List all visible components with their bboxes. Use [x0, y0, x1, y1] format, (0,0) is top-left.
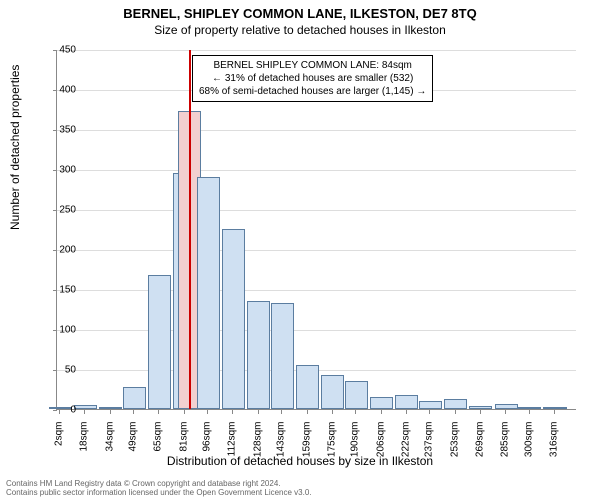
y-tick-label: 250: [46, 205, 76, 216]
x-tick-mark: [381, 410, 382, 414]
gridline: [57, 290, 576, 291]
histogram-bar: [419, 401, 442, 409]
histogram-bar: [247, 301, 270, 409]
x-tick-mark: [529, 410, 530, 414]
y-axis-label: Number of detached properties: [8, 65, 22, 230]
gridline: [57, 250, 576, 251]
attribution-text: Contains HM Land Registry data © Crown c…: [6, 479, 312, 498]
x-tick-mark: [455, 410, 456, 414]
histogram-bar: [495, 404, 518, 409]
chart-plot-area: [56, 50, 576, 410]
x-tick-mark: [307, 410, 308, 414]
histogram-bar: [74, 405, 97, 409]
y-tick-label: 0: [46, 405, 76, 416]
histogram-bar: [444, 399, 467, 409]
attribution-line-1: Contains HM Land Registry data © Crown c…: [6, 479, 312, 489]
page-title: BERNEL, SHIPLEY COMMON LANE, ILKESTON, D…: [0, 0, 600, 21]
histogram-bar: [518, 407, 541, 409]
x-tick-mark: [158, 410, 159, 414]
y-tick-label: 150: [46, 285, 76, 296]
x-tick-mark: [133, 410, 134, 414]
gridline: [57, 330, 576, 331]
x-tick-mark: [505, 410, 506, 414]
x-tick-mark: [480, 410, 481, 414]
gridline: [57, 170, 576, 171]
y-tick-label: 50: [46, 365, 76, 376]
histogram-bar: [370, 397, 393, 409]
y-tick-label: 200: [46, 245, 76, 256]
x-tick-mark: [281, 410, 282, 414]
attribution-line-2: Contains public sector information licen…: [6, 488, 312, 498]
y-tick-label: 100: [46, 325, 76, 336]
x-tick-mark: [258, 410, 259, 414]
histogram-bar: [123, 387, 146, 409]
x-axis-label: Distribution of detached houses by size …: [0, 454, 600, 468]
x-tick-mark: [429, 410, 430, 414]
histogram-bar: [543, 407, 566, 409]
marker-line: [189, 50, 191, 409]
gridline: [57, 50, 576, 51]
annotation-line: ← 31% of detached houses are smaller (53…: [199, 72, 426, 85]
page-subtitle: Size of property relative to detached ho…: [0, 21, 600, 37]
annotation-box: BERNEL SHIPLEY COMMON LANE: 84sqm← 31% o…: [192, 55, 433, 102]
histogram-bar: [99, 407, 122, 409]
x-tick-mark: [110, 410, 111, 414]
histogram-bar: [469, 406, 492, 409]
histogram-bar: [271, 303, 294, 409]
histogram-bar: [296, 365, 319, 409]
histogram-bar: [321, 375, 344, 409]
y-tick-label: 350: [46, 125, 76, 136]
histogram-bar: [197, 177, 220, 409]
x-tick-mark: [184, 410, 185, 414]
x-tick-mark: [207, 410, 208, 414]
histogram-bar: [222, 229, 245, 409]
x-tick-mark: [84, 410, 85, 414]
x-tick-mark: [355, 410, 356, 414]
x-tick-mark: [554, 410, 555, 414]
x-ticks-layer: 2sqm18sqm34sqm49sqm65sqm81sqm96sqm112sqm…: [56, 410, 576, 454]
annotation-line: 68% of semi-detached houses are larger (…: [199, 85, 426, 98]
annotation-line: BERNEL SHIPLEY COMMON LANE: 84sqm: [199, 59, 426, 72]
x-tick-mark: [232, 410, 233, 414]
y-tick-label: 400: [46, 85, 76, 96]
y-tick-label: 450: [46, 45, 76, 56]
y-tick-label: 300: [46, 165, 76, 176]
x-tick-mark: [406, 410, 407, 414]
gridline: [57, 130, 576, 131]
gridline: [57, 210, 576, 211]
x-tick-mark: [332, 410, 333, 414]
histogram-bar: [345, 381, 368, 409]
histogram-bar: [395, 395, 418, 409]
histogram-bar: [148, 275, 171, 409]
